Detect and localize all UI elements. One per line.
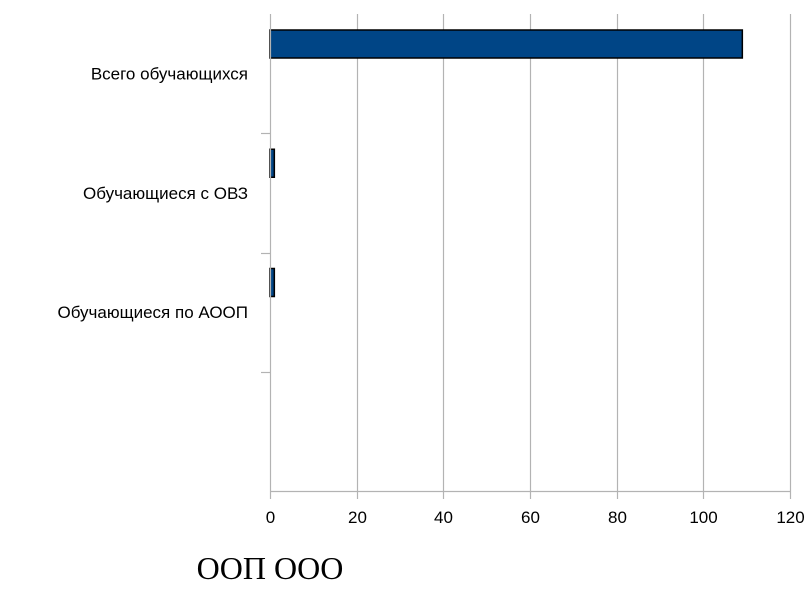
x-tick-label: 120 [776, 508, 804, 527]
category-labels: Всего обучающихся Обучающиеся с ОВЗ Обучаю… [57, 65, 248, 323]
bar [269, 29, 744, 59]
x-tick-label: 60 [521, 508, 540, 527]
axes [261, 14, 792, 499]
category-label: Обучающиеся с ОВЗ [83, 184, 248, 203]
chart-title: ООП ООО [196, 550, 344, 586]
category-label: Обучающиеся по АООП [57, 303, 248, 322]
x-tick-label: 0 [266, 508, 275, 527]
bar-series [269, 29, 744, 298]
category-label: Всего обучающихся [91, 65, 248, 84]
bar-chart: Всего обучающихся Обучающиеся с ОВЗ Обучаю… [57, 14, 805, 527]
grid-lines [356, 14, 792, 491]
x-tick-labels: 0 20 40 60 80 100 120 [266, 508, 805, 527]
x-tick-label: 80 [608, 508, 627, 527]
x-tick-label: 40 [434, 508, 453, 527]
x-tick-label: 100 [689, 508, 717, 527]
x-tick-label: 20 [348, 508, 367, 527]
